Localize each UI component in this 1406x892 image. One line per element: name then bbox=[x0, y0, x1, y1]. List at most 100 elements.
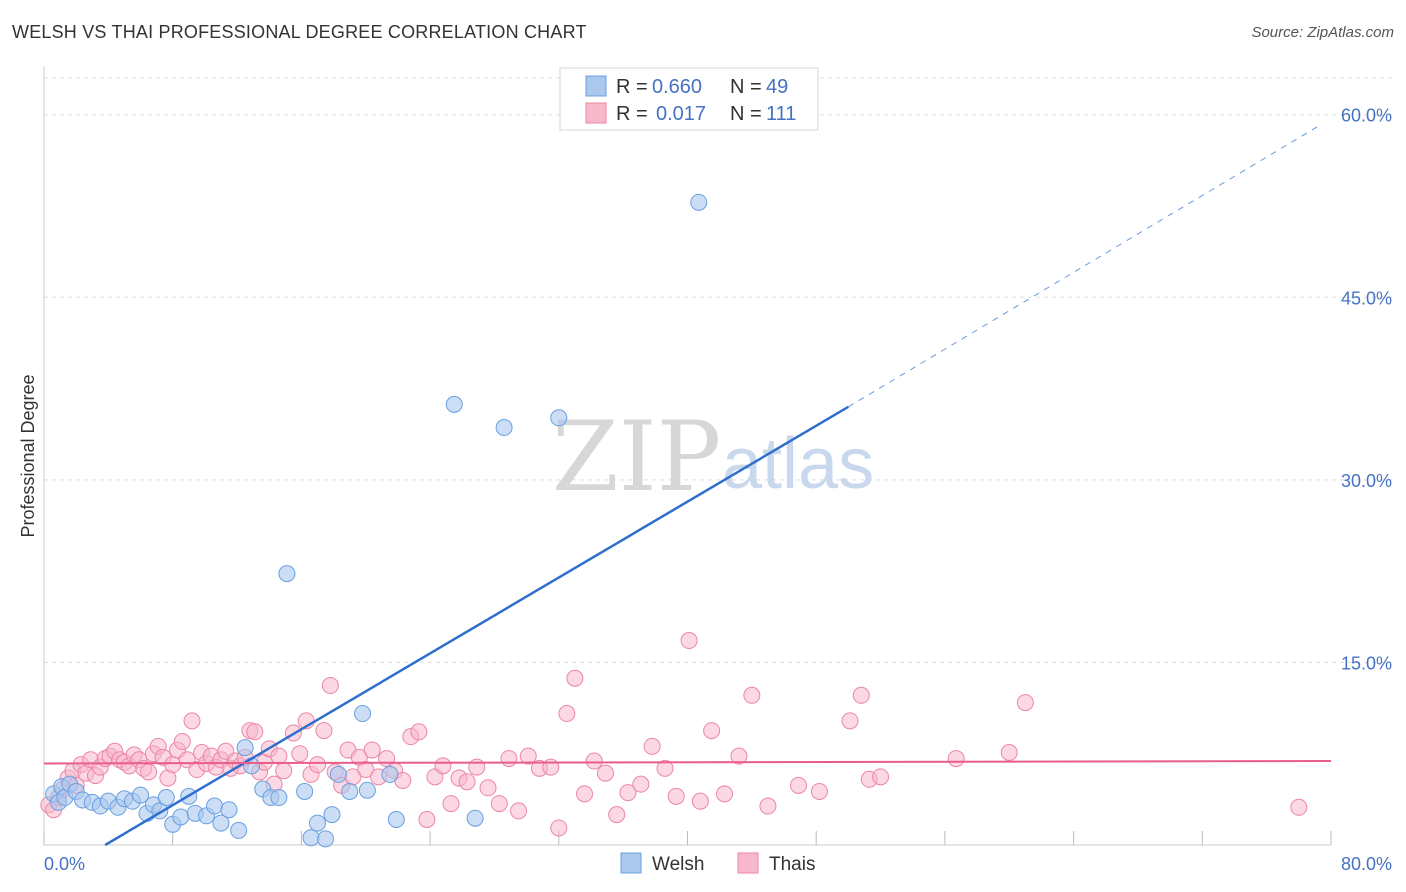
welsh-point bbox=[550, 409, 568, 427]
thai-point bbox=[872, 768, 890, 786]
y-tick-label: 15.0% bbox=[1341, 653, 1392, 673]
welsh-point bbox=[296, 782, 314, 800]
thai-point bbox=[164, 756, 182, 774]
trend-lines bbox=[43, 123, 1332, 847]
bottom-legend: Welsh Thais bbox=[620, 852, 815, 875]
welsh-point bbox=[270, 789, 288, 807]
thai-point bbox=[246, 723, 264, 741]
thai-point bbox=[703, 722, 721, 740]
legend-swatch-welsh bbox=[585, 75, 607, 97]
welsh-point bbox=[212, 814, 230, 832]
welsh-point bbox=[323, 806, 341, 824]
thais-points bbox=[40, 632, 1308, 837]
thai-point bbox=[1290, 798, 1308, 816]
legend-n-value-welsh: 49 bbox=[766, 76, 788, 98]
welsh-point bbox=[230, 821, 248, 839]
thai-point bbox=[468, 758, 486, 776]
thai-point bbox=[841, 712, 859, 730]
thai-point bbox=[357, 761, 375, 779]
bottom-legend-swatch-welsh bbox=[620, 852, 642, 874]
thai-trend-line bbox=[43, 760, 1332, 765]
thai-point bbox=[810, 782, 828, 800]
thai-point bbox=[1016, 694, 1034, 712]
welsh-point bbox=[302, 829, 320, 847]
y-tick-label: 60.0% bbox=[1341, 106, 1392, 126]
legend-n-label-welsh: N = bbox=[730, 76, 762, 98]
welsh-point bbox=[220, 801, 238, 819]
watermark-zip: ZIP bbox=[552, 401, 721, 513]
thai-point bbox=[596, 764, 614, 782]
legend: R = 0.660 N = 49 R = 0.017 N = 111 bbox=[559, 67, 819, 131]
x-tick-label: 0.0% bbox=[44, 854, 85, 874]
thai-point bbox=[315, 722, 333, 740]
legend-swatch-thai bbox=[585, 102, 607, 124]
source-label: Source: ZipAtlas.com bbox=[1251, 24, 1394, 41]
welsh-point bbox=[317, 830, 335, 848]
thai-point bbox=[363, 741, 381, 759]
thai-point bbox=[680, 632, 698, 650]
welsh-point bbox=[157, 789, 175, 807]
welsh-point bbox=[308, 814, 326, 832]
welsh-point bbox=[466, 809, 484, 827]
thai-point bbox=[550, 819, 568, 837]
thai-point bbox=[308, 756, 326, 774]
thai-point bbox=[558, 705, 576, 723]
thai-point bbox=[500, 750, 518, 768]
thai-point bbox=[632, 775, 650, 793]
thai-point bbox=[321, 677, 339, 695]
welsh-point bbox=[387, 810, 405, 828]
y-axis-label: Professional Degree bbox=[18, 374, 38, 537]
welsh-point bbox=[495, 419, 513, 437]
thai-point bbox=[585, 752, 603, 770]
thai-point bbox=[291, 745, 309, 763]
thai-point bbox=[608, 806, 626, 824]
welsh-point bbox=[132, 786, 150, 804]
thai-point bbox=[510, 802, 528, 820]
thai-point bbox=[667, 787, 685, 805]
axes bbox=[43, 66, 1332, 846]
thai-point bbox=[434, 757, 452, 775]
thai-point bbox=[140, 763, 158, 781]
legend-n-label-thai: N = bbox=[730, 103, 762, 125]
welsh-point bbox=[690, 193, 708, 211]
bottom-legend-swatch-thai bbox=[737, 852, 759, 874]
tick-labels: 15.0% 30.0% 45.0% 60.0% 0.0% 80.0% bbox=[44, 106, 1392, 874]
welsh-point bbox=[243, 757, 261, 775]
y-tick-label: 45.0% bbox=[1341, 288, 1392, 308]
welsh-point bbox=[381, 765, 399, 783]
y-tick-label: 30.0% bbox=[1341, 471, 1392, 491]
welsh-point bbox=[445, 395, 463, 413]
thai-point bbox=[410, 723, 428, 741]
thai-point bbox=[183, 712, 201, 730]
thai-point bbox=[743, 686, 761, 704]
thai-point bbox=[691, 792, 709, 810]
thai-point bbox=[275, 762, 293, 780]
legend-n-value-thai: 111 bbox=[766, 103, 796, 125]
legend-r-label-welsh: R = bbox=[616, 76, 648, 98]
thai-point bbox=[716, 785, 734, 803]
thai-point bbox=[852, 686, 870, 704]
welsh-points bbox=[45, 193, 708, 848]
welsh-point bbox=[172, 808, 190, 826]
legend-r-value-welsh: 0.660 bbox=[652, 76, 702, 98]
welsh-point bbox=[278, 565, 296, 583]
thai-point bbox=[576, 785, 594, 803]
thai-point bbox=[270, 747, 288, 765]
welsh-trend-extension bbox=[848, 123, 1322, 408]
thai-point bbox=[490, 795, 508, 813]
bottom-legend-welsh: Welsh bbox=[652, 854, 704, 875]
welsh-trend-line bbox=[104, 405, 850, 847]
thai-point bbox=[619, 784, 637, 802]
thai-point bbox=[790, 776, 808, 794]
bottom-legend-thais: Thais bbox=[769, 854, 815, 875]
thai-point bbox=[947, 750, 965, 768]
thai-point bbox=[759, 797, 777, 815]
welsh-point bbox=[341, 782, 359, 800]
thai-point bbox=[442, 795, 460, 813]
chart-title: WELSH VS THAI PROFESSIONAL DEGREE CORREL… bbox=[12, 22, 587, 42]
legend-r-label-thai: R = bbox=[616, 103, 648, 125]
thai-point bbox=[519, 747, 537, 765]
thai-point bbox=[656, 759, 674, 777]
welsh-point bbox=[206, 797, 224, 815]
